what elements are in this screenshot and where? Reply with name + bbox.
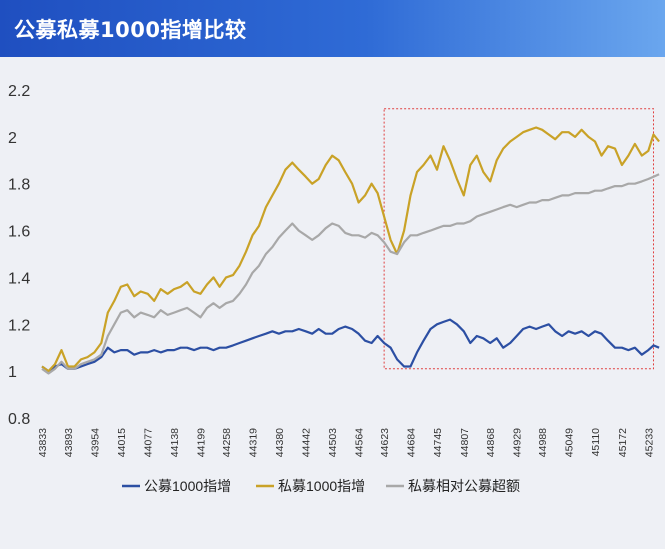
x-tick-label: 44503: [327, 428, 339, 457]
y-axis: 0.8 1 1.2 1.4 1.6 1.8 2 2.2: [8, 83, 30, 428]
x-tick-label: 44868: [485, 428, 497, 457]
x-tick-label: 44745: [432, 428, 444, 457]
y-tick-label: 0.8: [8, 411, 30, 428]
x-tick-label: 43893: [63, 428, 75, 457]
highlight-rectangle: [383, 108, 655, 370]
line-chart: 0.8 1 1.2 1.4 1.6 1.8 2 2.2 43833 43893 43954 4401…: [0, 57, 665, 545]
legend-label: 公募1000指增: [144, 478, 231, 494]
y-tick-label: 1.6: [8, 224, 30, 241]
series-line-1: [41, 126, 660, 373]
x-tick-label: 44929: [512, 428, 524, 457]
header-banner: 公募私募1000指增比较: [0, 0, 665, 57]
y-tick-label: 1.8: [8, 177, 30, 194]
x-tick-label: 45172: [617, 428, 629, 457]
legend-label: 私募相对公募超额: [408, 478, 520, 494]
y-tick-label: 2.2: [8, 83, 30, 100]
y-tick-label: 2: [8, 130, 17, 147]
chart-background: [0, 57, 665, 545]
x-tick-label: 45233: [643, 428, 655, 457]
series-lines: [41, 126, 660, 375]
x-tick-label: 45110: [590, 428, 602, 457]
y-tick-label: 1.4: [8, 270, 30, 287]
x-tick-label: 44258: [221, 428, 233, 457]
x-tick-label: 44564: [354, 428, 366, 457]
x-tick-label: 44199: [196, 428, 208, 457]
x-tick-label: 44138: [169, 428, 181, 457]
x-tick-label: 44807: [459, 428, 471, 457]
x-tick-label: 44442: [301, 428, 313, 457]
page-title: 公募私募1000指增比较: [14, 18, 247, 42]
x-tick-label: 44623: [379, 428, 391, 457]
x-axis: 43833 43893 43954 44015 44077 44138 44199 44258…: [37, 428, 655, 457]
y-tick-label: 1: [8, 364, 17, 381]
y-tick-label: 1.2: [8, 317, 30, 334]
x-tick-label: 44319: [247, 428, 259, 457]
chart-area: 0.8 1 1.2 1.4 1.6 1.8 2 2.2 43833 43893 43954 4401…: [0, 57, 665, 545]
x-tick-label: 43954: [89, 428, 101, 457]
series-line-0: [41, 318, 660, 373]
x-tick-label: 44684: [406, 428, 418, 457]
series-line-2: [41, 173, 660, 375]
x-tick-label: 44380: [274, 428, 286, 457]
x-tick-label: 44077: [143, 428, 155, 457]
x-tick-label: 44988: [537, 428, 549, 457]
x-tick-label: 43833: [37, 428, 49, 457]
x-tick-label: 45049: [564, 428, 576, 457]
highlight-box: [383, 108, 655, 370]
x-tick-label: 44015: [116, 428, 128, 457]
legend-label: 私募1000指增: [278, 478, 365, 494]
legend: 公募1000指增 私募1000指增 私募相对公募超额: [122, 478, 520, 494]
